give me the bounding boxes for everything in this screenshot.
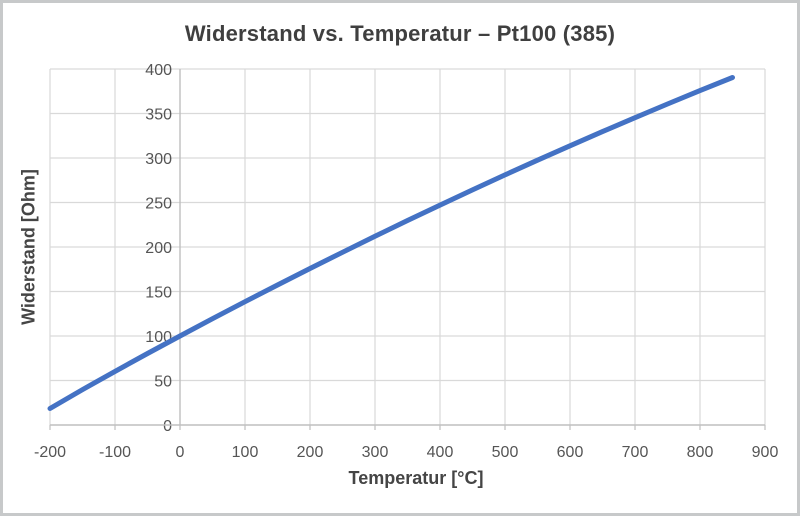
x-tick-label: -100 (99, 444, 131, 461)
x-tick-label: 200 (297, 444, 324, 461)
y-tick-label: 400 (145, 62, 172, 79)
x-tick-label: 100 (232, 444, 259, 461)
y-tick-label: 350 (145, 107, 172, 124)
x-tick-label: 700 (622, 444, 649, 461)
y-tick-label: 50 (154, 374, 172, 391)
x-axis-title: Temperatur [°C] (348, 468, 484, 488)
x-tick-label: 500 (492, 444, 519, 461)
y-tick-label: 0 (163, 418, 172, 435)
x-tick-label: 0 (176, 444, 185, 461)
y-tick-label: 200 (145, 240, 172, 257)
series-line (47, 75, 735, 411)
x-tick-label: 800 (687, 444, 714, 461)
y-tick-label: 300 (145, 151, 172, 168)
x-tick-label: -200 (34, 444, 66, 461)
x-tick-label: 600 (557, 444, 584, 461)
y-tick-label: 250 (145, 196, 172, 213)
x-tick-label: 900 (752, 444, 779, 461)
chart-title: Widerstand vs. Temperatur – Pt100 (385) (184, 21, 616, 46)
x-tick-label: 400 (427, 444, 454, 461)
x-tick-label: 300 (362, 444, 389, 461)
y-tick-label: 150 (145, 285, 172, 302)
